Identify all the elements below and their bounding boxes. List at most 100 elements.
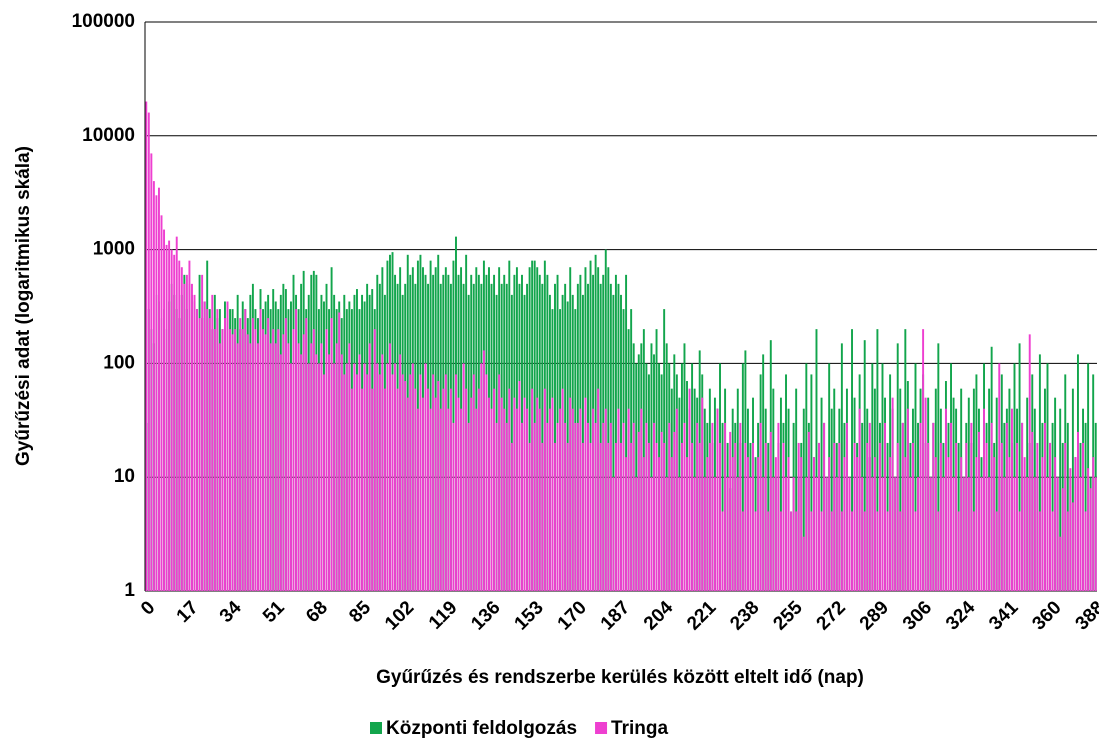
bar bbox=[960, 457, 963, 591]
bar bbox=[1084, 511, 1087, 591]
x-tick-label: 255 bbox=[769, 597, 807, 635]
bar bbox=[670, 457, 673, 591]
bar bbox=[823, 422, 826, 591]
bar bbox=[1018, 343, 1021, 591]
bar bbox=[744, 442, 747, 591]
bar bbox=[554, 283, 556, 591]
bar bbox=[424, 363, 427, 591]
bar bbox=[1036, 442, 1039, 591]
x-tick-label: 360 bbox=[1028, 597, 1065, 634]
bar bbox=[394, 363, 397, 591]
bar bbox=[957, 511, 960, 591]
bar bbox=[1071, 502, 1074, 591]
x-tick-label: 17 bbox=[173, 597, 203, 627]
bar bbox=[1051, 511, 1054, 591]
bar bbox=[965, 442, 968, 591]
bar bbox=[790, 511, 793, 591]
bar bbox=[475, 408, 478, 591]
y-tick-label: 100000 bbox=[72, 11, 135, 32]
x-tick-label: 272 bbox=[813, 597, 850, 634]
x-tick-label: 221 bbox=[683, 597, 721, 635]
bar bbox=[668, 422, 671, 591]
bar bbox=[741, 511, 744, 591]
bar bbox=[1031, 431, 1034, 591]
bar bbox=[284, 318, 287, 591]
bar bbox=[554, 442, 556, 591]
bar bbox=[1076, 431, 1079, 591]
bar bbox=[1046, 477, 1049, 591]
x-tick-label: 238 bbox=[726, 597, 763, 634]
bar bbox=[995, 511, 998, 591]
bar bbox=[579, 408, 582, 591]
bar bbox=[477, 388, 480, 591]
bar bbox=[800, 457, 803, 591]
bar bbox=[599, 442, 602, 591]
legend-label: Központi feldolgozás bbox=[386, 718, 577, 739]
bar bbox=[249, 343, 252, 591]
bar bbox=[878, 442, 881, 591]
bar bbox=[1082, 442, 1085, 591]
bar bbox=[312, 329, 315, 591]
x-tick-label: 85 bbox=[345, 597, 375, 627]
bar bbox=[630, 442, 633, 591]
bar bbox=[734, 442, 737, 591]
bar bbox=[343, 374, 346, 591]
bar bbox=[807, 431, 810, 591]
bar bbox=[290, 363, 292, 591]
bar bbox=[655, 442, 658, 591]
bar bbox=[462, 363, 465, 591]
bar bbox=[741, 363, 744, 591]
bar bbox=[645, 422, 648, 591]
bar bbox=[899, 511, 902, 591]
bar bbox=[241, 329, 244, 591]
bar bbox=[716, 408, 719, 591]
bar bbox=[724, 422, 727, 591]
bar bbox=[653, 422, 655, 591]
bar bbox=[465, 388, 468, 591]
y-tick-label: 1000 bbox=[93, 239, 135, 260]
bar bbox=[663, 442, 666, 591]
bar bbox=[592, 408, 595, 591]
bar bbox=[1061, 488, 1064, 591]
bar bbox=[795, 388, 798, 591]
bar bbox=[830, 408, 833, 591]
bar bbox=[597, 388, 600, 591]
bar bbox=[980, 477, 983, 591]
bar bbox=[833, 442, 836, 591]
bar bbox=[272, 329, 275, 591]
bar bbox=[731, 457, 734, 591]
bar bbox=[541, 442, 544, 591]
bar bbox=[221, 329, 224, 591]
bar bbox=[673, 431, 676, 591]
bar bbox=[434, 397, 437, 591]
bar bbox=[835, 477, 838, 591]
bar bbox=[345, 363, 348, 591]
x-axis-label: Gyűrűzés és rendszerbe kerülés között el… bbox=[376, 667, 864, 688]
bar bbox=[259, 309, 262, 591]
bar bbox=[899, 388, 902, 591]
bar bbox=[599, 283, 602, 591]
x-tick-label: 34 bbox=[216, 597, 246, 627]
bar bbox=[297, 343, 300, 591]
bar bbox=[815, 477, 818, 591]
bar bbox=[526, 408, 529, 591]
bar bbox=[736, 477, 739, 591]
bar bbox=[896, 442, 899, 591]
x-tick-label: 324 bbox=[942, 597, 980, 635]
bar bbox=[449, 388, 452, 591]
bar bbox=[521, 422, 523, 591]
bar bbox=[772, 477, 775, 591]
bar bbox=[939, 442, 942, 591]
bar bbox=[607, 267, 610, 591]
bar bbox=[998, 363, 1001, 591]
bar bbox=[350, 388, 353, 591]
bar bbox=[929, 477, 932, 591]
bar bbox=[183, 283, 186, 591]
bar bbox=[1033, 477, 1036, 591]
bar bbox=[396, 388, 399, 591]
bar bbox=[1003, 477, 1006, 591]
bar bbox=[251, 318, 254, 591]
bar bbox=[160, 215, 163, 592]
bar bbox=[302, 334, 305, 591]
bar bbox=[607, 442, 610, 591]
